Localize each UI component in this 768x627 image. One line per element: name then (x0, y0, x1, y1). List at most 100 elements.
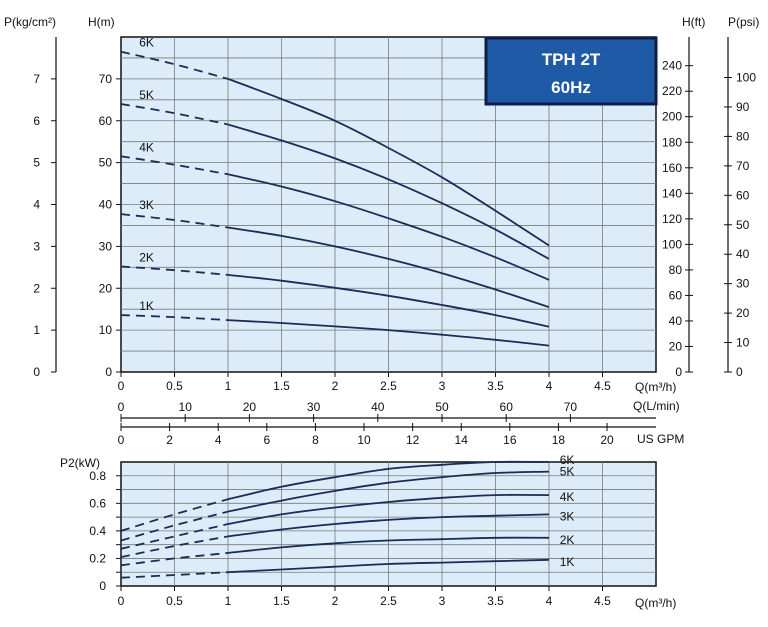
psi-tick-label: 90 (736, 100, 750, 114)
power-curve-1k (227, 558, 550, 574)
head-ft-tick-label: 220 (662, 84, 682, 98)
head-curve-dashed-5k (120, 103, 229, 126)
head-y-tick-label: 30 (99, 239, 113, 253)
flow-gpm-tick-label: 0 (118, 433, 125, 447)
head-curve-dashed-6k (120, 50, 229, 80)
power-curve-dashed-3k (120, 535, 229, 558)
power-flow-axis-title: Q(m³/h) (635, 596, 676, 610)
left-pressure-tick-label: 4 (33, 198, 40, 212)
head-curve-dashed-3k (120, 213, 229, 229)
power-series-label: 1K (560, 555, 575, 569)
head-series-label: 5K (139, 88, 154, 102)
power-x-tick-label: 1 (225, 594, 232, 608)
head-x-tick-label: 1.5 (273, 379, 290, 393)
power-x-tick-label: 4 (546, 594, 553, 608)
head-curve-1k (227, 319, 550, 347)
head-ft-tick-label: 20 (669, 339, 683, 353)
tick-labels: 6K5K4K3K2K1K6K5K4K3K2K1K0102030405060700… (33, 36, 756, 608)
flow-gpm-tick-label: 20 (600, 433, 614, 447)
power-x-tick-label: 0 (118, 594, 125, 608)
head-ft-tick-label: 200 (662, 110, 682, 124)
head-x-tick-label: 1 (225, 379, 232, 393)
power-y-tick-label: 0.8 (89, 469, 106, 483)
head-ft-tick-label: 160 (662, 161, 682, 175)
power-y-tick-label: 0.6 (89, 496, 106, 510)
head-curve-3k (227, 226, 550, 308)
head-series-label: 2K (139, 250, 154, 264)
flow-lmin-axis-title: Q(L/min) (633, 399, 680, 413)
head-series-label: 4K (139, 140, 154, 154)
chart-subtitle: 60Hz (551, 78, 591, 97)
head-x-tick-label: 4.5 (594, 379, 611, 393)
power-series-label: 4K (560, 490, 575, 504)
power-x-tick-label: 2 (332, 594, 339, 608)
flow-gpm-tick-label: 6 (263, 433, 270, 447)
power-y-tick-label: 0 (99, 579, 106, 593)
power-curve-dashed-1k (120, 571, 229, 579)
psi-tick-label: 40 (736, 247, 750, 261)
power-x-tick-label: 4.5 (594, 594, 611, 608)
left-pressure-tick-label: 7 (33, 72, 40, 86)
head-ft-tick-label: 140 (662, 186, 682, 200)
head-ft-tick-label: 100 (662, 237, 682, 251)
head-series-label: 1K (139, 299, 154, 313)
head-curve-dashed-2k (120, 265, 229, 276)
power-series-label: 3K (560, 509, 575, 523)
left-pressure-tick-label: 6 (33, 114, 40, 128)
head-ft-tick-label: 40 (669, 314, 683, 328)
left-pressure-tick-label: 1 (33, 323, 40, 337)
power-curve-3k (227, 513, 550, 538)
head-ft-tick-label: 180 (662, 135, 682, 149)
head-ft-tick-label: 0 (675, 365, 682, 379)
head-y-tick-label: 10 (99, 323, 113, 337)
flow-lmin-tick-label: 50 (435, 400, 449, 414)
power-x-tick-label: 0.5 (166, 594, 183, 608)
power-curve-6k (227, 460, 550, 501)
flow-gpm-tick-label: 12 (406, 433, 420, 447)
power-x-tick-label: 1.5 (273, 594, 290, 608)
head-curve-6k (227, 78, 550, 247)
flow-gpm-tick-label: 18 (552, 433, 566, 447)
head-x-tick-label: 3 (439, 379, 446, 393)
flow-lmin-tick-label: 10 (179, 400, 193, 414)
psi-tick-label: 60 (736, 188, 750, 202)
head-curve-2k (227, 274, 550, 328)
head-x-tick-label: 4 (546, 379, 553, 393)
head-series-label: 6K (139, 36, 154, 50)
axes (51, 37, 732, 591)
flow-gpm-axis-title: US GPM (637, 432, 684, 446)
power-x-tick-label: 3 (439, 594, 446, 608)
flow-lmin-tick-label: 30 (307, 400, 321, 414)
power-curve-5k (227, 470, 550, 513)
head-series-label: 3K (139, 198, 154, 212)
flow-m3h-axis-title: Q(m³/h) (635, 380, 676, 394)
power-x-tick-label: 2.5 (380, 594, 397, 608)
psi-axis-title: P(psi) (728, 15, 759, 29)
head-y-tick-label: 60 (99, 114, 113, 128)
head-axis-title: H(m) (88, 15, 115, 29)
power-axis-title: P2(kW) (60, 456, 100, 470)
left-pressure-tick-label: 2 (33, 281, 40, 295)
flow-lmin-tick-label: 70 (564, 400, 578, 414)
power-x-tick-label: 3.5 (487, 594, 504, 608)
title-badge: TPH 2T 60Hz (484, 36, 658, 106)
flow-lmin-tick-label: 0 (118, 400, 125, 414)
psi-tick-label: 0 (736, 365, 743, 379)
flow-gpm-tick-label: 10 (357, 433, 371, 447)
head-x-tick-label: 0.5 (166, 379, 183, 393)
head-ft-tick-label: 60 (669, 288, 683, 302)
head-ft-tick-label: 80 (669, 263, 683, 277)
flow-gpm-tick-label: 4 (215, 433, 222, 447)
head-y-tick-label: 20 (99, 281, 113, 295)
psi-tick-label: 70 (736, 159, 750, 173)
power-series-label: 5K (560, 465, 575, 479)
head-curve-dashed-1k (120, 314, 229, 321)
psi-tick-label: 30 (736, 277, 750, 291)
flow-lmin-tick-label: 40 (371, 400, 385, 414)
head-ft-axis-title: H(ft) (682, 15, 705, 29)
power-curve-4k (227, 493, 550, 525)
head-x-tick-label: 2 (332, 379, 339, 393)
left-pressure-axis-title: P(kg/cm²) (4, 15, 56, 29)
left-pressure-tick-label: 5 (33, 156, 40, 170)
